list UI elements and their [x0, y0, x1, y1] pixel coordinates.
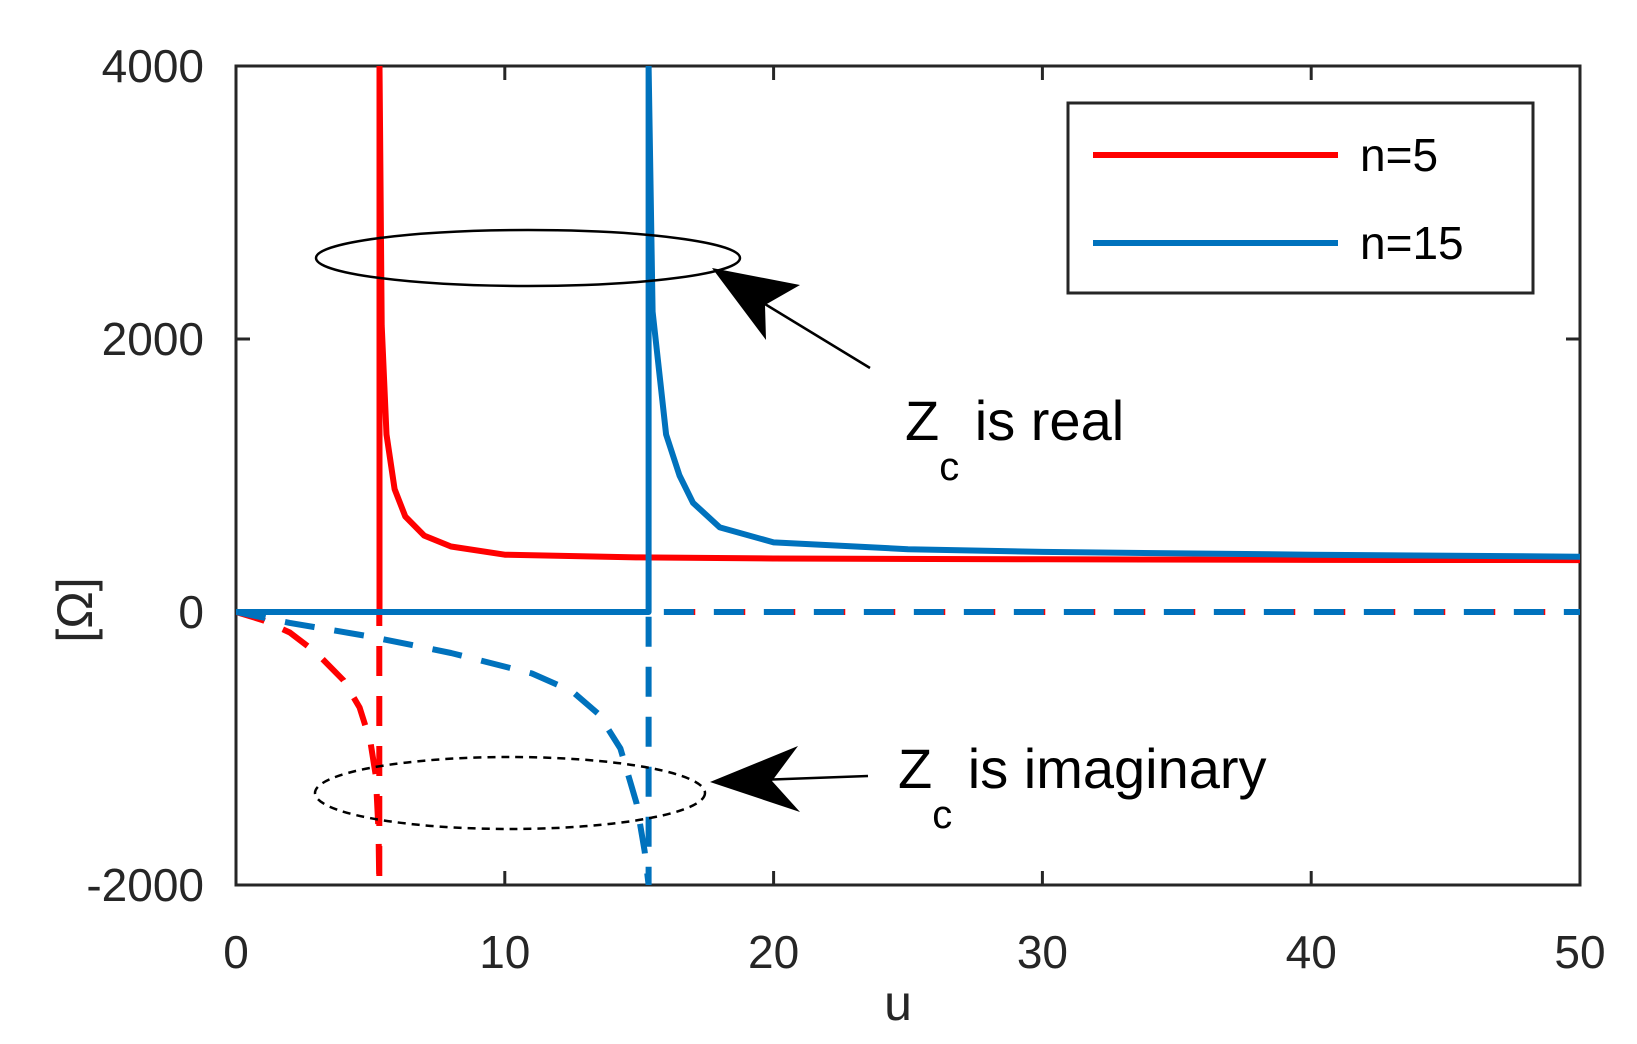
- annotation-real-sub: c: [939, 445, 959, 489]
- annotation-imag-sub: c: [932, 793, 952, 837]
- annotation-imag-rest: is imaginary: [952, 737, 1266, 800]
- series-n5-real-line: [236, 66, 1580, 615]
- annotation-real-rest: is real: [959, 389, 1124, 452]
- x-tick-label-0: 0: [223, 926, 249, 978]
- annotation-imag-text: Zc is imaginary: [898, 737, 1267, 837]
- legend-label-n5: n=5: [1360, 129, 1438, 181]
- y-tick-labels: -2000 0 2000 4000: [86, 40, 204, 911]
- x-tick-label-4: 40: [1286, 926, 1337, 978]
- legend: n=5 n=15: [1066, 101, 1535, 295]
- annotation-imag-marker: [313, 746, 869, 831]
- annotation-imag-main: Z: [898, 737, 932, 800]
- x-tick-label-1: 10: [479, 926, 530, 978]
- annotation-real-arrow-head: [712, 268, 800, 340]
- legend-label-n15: n=15: [1360, 217, 1464, 269]
- y-tick-label-1: 0: [178, 586, 204, 638]
- legend-box: [1066, 101, 1535, 295]
- annotation-imag-ellipse: [313, 755, 707, 831]
- series-lines: [236, 66, 1580, 885]
- annotation-real-main: Z: [905, 389, 939, 452]
- ticks: [234, 64, 1582, 887]
- x-tick-label-2: 20: [748, 926, 799, 978]
- annotation-imag-arrow-shaft: [759, 774, 869, 782]
- series-n15-real-line: [236, 66, 1580, 615]
- x-tick-label-5: 50: [1554, 926, 1605, 978]
- annotation-imag-arrow-head: [710, 746, 800, 812]
- x-tick-labels: 0 10 20 30 40 50: [223, 926, 1605, 978]
- annotation-real-ellipse: [314, 228, 742, 288]
- y-tick-label-2: 2000: [102, 313, 204, 365]
- y-tick-label-0: -2000: [86, 859, 204, 911]
- annotation-real-text: Zc is real: [905, 389, 1124, 489]
- x-axis-label: u: [884, 975, 912, 1031]
- annotation-real-marker: [314, 228, 871, 370]
- x-tick-label-3: 30: [1017, 926, 1068, 978]
- annotation-real-arrow-shaft: [754, 296, 871, 370]
- y-axis-label: [Ω]: [47, 577, 103, 642]
- series-n15-imag-line: [236, 609, 1580, 885]
- y-tick-label-3: 4000: [102, 40, 204, 92]
